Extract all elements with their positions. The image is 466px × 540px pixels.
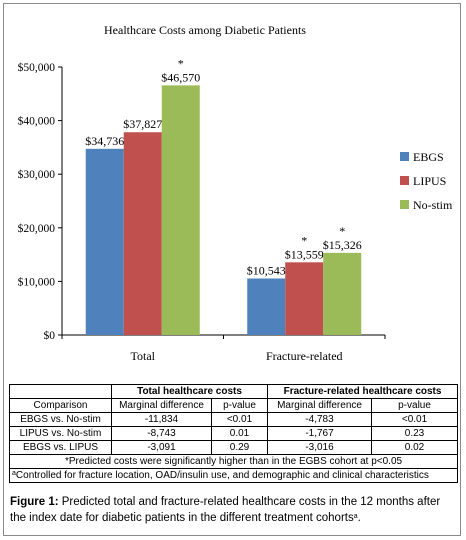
bar — [285, 262, 324, 335]
figure-frame — [3, 3, 461, 536]
table-cell: -11,834 — [111, 412, 212, 427]
table-footnote-row: aControlled for fracture location, OAD/i… — [8, 468, 459, 483]
statistics-table: Total healthcare costs Fracture-related … — [8, 384, 459, 483]
table-cell: LIPUS vs. No-stim — [9, 426, 112, 441]
bar — [85, 148, 124, 335]
legend-swatch — [400, 152, 409, 161]
data-label: $13,559 — [285, 247, 324, 261]
bar — [123, 132, 162, 335]
table-cell: EBGS vs. LIPUS — [9, 440, 112, 455]
table-cell: EBGS vs. No-stim — [9, 412, 112, 427]
table-cell: -1,767 — [267, 426, 373, 441]
y-tick-label: $20,000 — [18, 222, 56, 235]
y-tick-label: $0 — [44, 329, 56, 342]
table-row: EBGS vs. No-stim -11,834 <0.01 -4,783 <0… — [9, 412, 459, 427]
table-cell: -3,016 — [267, 440, 373, 455]
legend-label: No-stim — [413, 198, 453, 212]
table-cell: -3,091 — [111, 440, 212, 455]
table-corner-cell — [9, 384, 112, 399]
y-tick-label: $40,000 — [18, 115, 56, 128]
table-group-header-row: Total healthcare costs Fracture-related … — [9, 384, 459, 399]
bar — [161, 85, 200, 335]
bar — [323, 252, 362, 335]
table-cell: -4,783 — [267, 412, 373, 427]
group-header-fracture: Fracture-related healthcare costs — [267, 384, 459, 399]
footnote-text: Controlled for fracture location, OAD/in… — [15, 469, 429, 481]
table-footnote-row: *Predicted costs were significantly high… — [8, 454, 459, 469]
legend-swatch — [400, 200, 409, 209]
table-row: EBGS vs. LIPUS -3,091 0.29 -3,016 0.02 — [9, 440, 459, 455]
caption-text: Predicted total and fracture-related hea… — [10, 496, 441, 524]
table-header-row: Comparison Marginal difference p-value M… — [9, 398, 459, 413]
bars: $34,736$37,827$46,570*$10,543$13,559* $15… — [85, 56, 362, 335]
significance-asterisk: * — [301, 233, 307, 247]
x-tick-label: Fracture-related — [266, 349, 343, 363]
chart-title: Healthcare Costs among Diabetic Patients — [104, 23, 306, 37]
y-tick-label: $30,000 — [18, 168, 56, 181]
column-header: Marginal difference — [267, 398, 373, 413]
group-header-total: Total healthcare costs — [110, 384, 269, 399]
column-header: Comparison — [9, 398, 112, 413]
table-cell: 0.29 — [210, 440, 269, 455]
column-header: Marginal difference — [111, 398, 212, 413]
data-label: $46,570 — [161, 70, 200, 84]
table-footnote: *Predicted costs were significantly high… — [8, 454, 459, 469]
legend: EBGS LIPUS No-stim — [400, 150, 453, 212]
data-label: $37,827 — [123, 117, 162, 131]
significance-asterisk: * — [178, 56, 184, 70]
table-cell: -8,743 — [111, 426, 212, 441]
column-header: p-value — [210, 398, 269, 413]
table-cell: <0.01 — [371, 412, 459, 427]
y-axis: $0 $10,000 $20,000 $30,000 $40,000 $50,000 — [18, 61, 63, 342]
bar — [247, 278, 286, 335]
table-row: LIPUS vs. No-stim -8,743 0.01 -1,767 0.2… — [9, 426, 459, 441]
column-header: p-value — [371, 398, 459, 413]
figure-caption: Figure 1: Predicted total and fracture-r… — [10, 494, 458, 526]
table-cell: 0.01 — [210, 426, 269, 441]
table-cell: <0.01 — [210, 412, 269, 427]
significance-asterisk: * — [339, 224, 345, 238]
x-axis: Total Fracture-related — [61, 334, 386, 363]
table-cell: 0.02 — [371, 440, 459, 455]
table-footnote-controls: aControlled for fracture location, OAD/i… — [8, 468, 459, 483]
caption-marker: a — [353, 513, 358, 520]
table-cell: 0.23 — [371, 426, 459, 441]
caption-label: Figure 1: — [10, 496, 59, 508]
data-label: $34,736 — [85, 134, 124, 148]
footnote-marker: a — [12, 469, 16, 477]
bar-chart: Healthcare Costs among Diabetic Patients… — [18, 23, 453, 363]
y-tick-label: $10,000 — [18, 275, 56, 288]
legend-label: LIPUS — [413, 174, 446, 188]
caption-end: . — [357, 512, 361, 524]
legend-label: EBGS — [413, 150, 444, 164]
y-tick-label: $50,000 — [18, 61, 56, 74]
legend-swatch — [400, 176, 409, 185]
x-tick-label: Total — [131, 349, 156, 363]
data-label: $10,543 — [247, 263, 286, 277]
data-label: $15,326 — [323, 238, 362, 252]
